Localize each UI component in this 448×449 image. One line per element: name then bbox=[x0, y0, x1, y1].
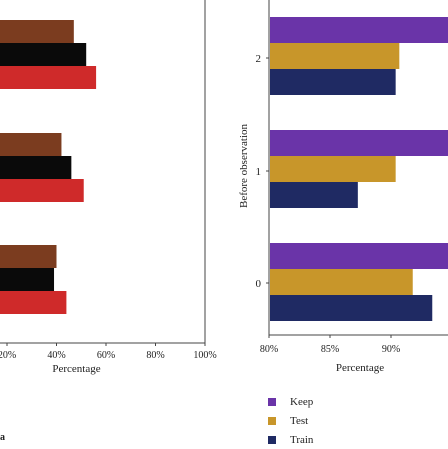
right-bar-test bbox=[270, 43, 400, 69]
right-y-tick-label: 1 bbox=[256, 166, 262, 178]
legend-swatch-test bbox=[268, 416, 276, 425]
left-bar bbox=[0, 133, 62, 156]
legend-swatch-keep bbox=[268, 397, 276, 406]
right-bar-train bbox=[270, 182, 358, 208]
left-bar bbox=[0, 43, 87, 66]
legend-label-test: Test bbox=[290, 414, 309, 427]
left-chart: 20% 40% 60% 80% 100% Percentage bbox=[0, 0, 217, 375]
right-x-tick-label: 90% bbox=[382, 344, 400, 355]
right-bar-test bbox=[270, 156, 396, 182]
right-bar-keep bbox=[270, 130, 448, 156]
right-y-tick-label: 0 bbox=[256, 278, 262, 290]
left-bar bbox=[0, 20, 74, 43]
right-y-tick-label: 2 bbox=[256, 53, 262, 65]
left-bar bbox=[0, 245, 57, 268]
left-x-tick-label: 100% bbox=[193, 350, 216, 361]
left-bar bbox=[0, 179, 84, 202]
left-bar bbox=[0, 156, 72, 179]
legend-item-test: Test bbox=[268, 411, 313, 430]
left-bar bbox=[0, 66, 97, 89]
left-bar bbox=[0, 268, 55, 291]
left-bar bbox=[0, 291, 67, 314]
right-bar-train bbox=[270, 69, 396, 95]
legend-label-train: Train bbox=[290, 433, 314, 446]
right-bar-keep bbox=[270, 243, 448, 269]
right-x-axis-label: Percentage bbox=[336, 362, 384, 374]
right-x-tick-label: 80% bbox=[260, 344, 278, 355]
right-bar-test bbox=[270, 269, 413, 295]
legend-swatch-train bbox=[268, 435, 276, 444]
panel-letter: a bbox=[0, 432, 5, 443]
right-y-axis-label: Before observation bbox=[238, 124, 250, 208]
right-chart: 80%85%90%9PercentageBefore observation01… bbox=[238, 0, 448, 374]
left-x-tick-label: 60% bbox=[97, 350, 115, 361]
legend-item-keep: Keep bbox=[268, 392, 313, 411]
legend-item-train: Train bbox=[268, 430, 313, 449]
left-x-tick-label: 20% bbox=[0, 350, 16, 361]
left-x-tick-label: 80% bbox=[146, 350, 164, 361]
left-x-tick-label: 40% bbox=[47, 350, 65, 361]
right-bar-keep bbox=[270, 17, 448, 43]
legend: Keep Test Train bbox=[268, 392, 313, 449]
left-x-axis-label: Percentage bbox=[52, 363, 100, 375]
right-bar-train bbox=[270, 295, 433, 321]
right-x-tick-label: 85% bbox=[321, 344, 339, 355]
legend-label-keep: Keep bbox=[290, 395, 314, 408]
